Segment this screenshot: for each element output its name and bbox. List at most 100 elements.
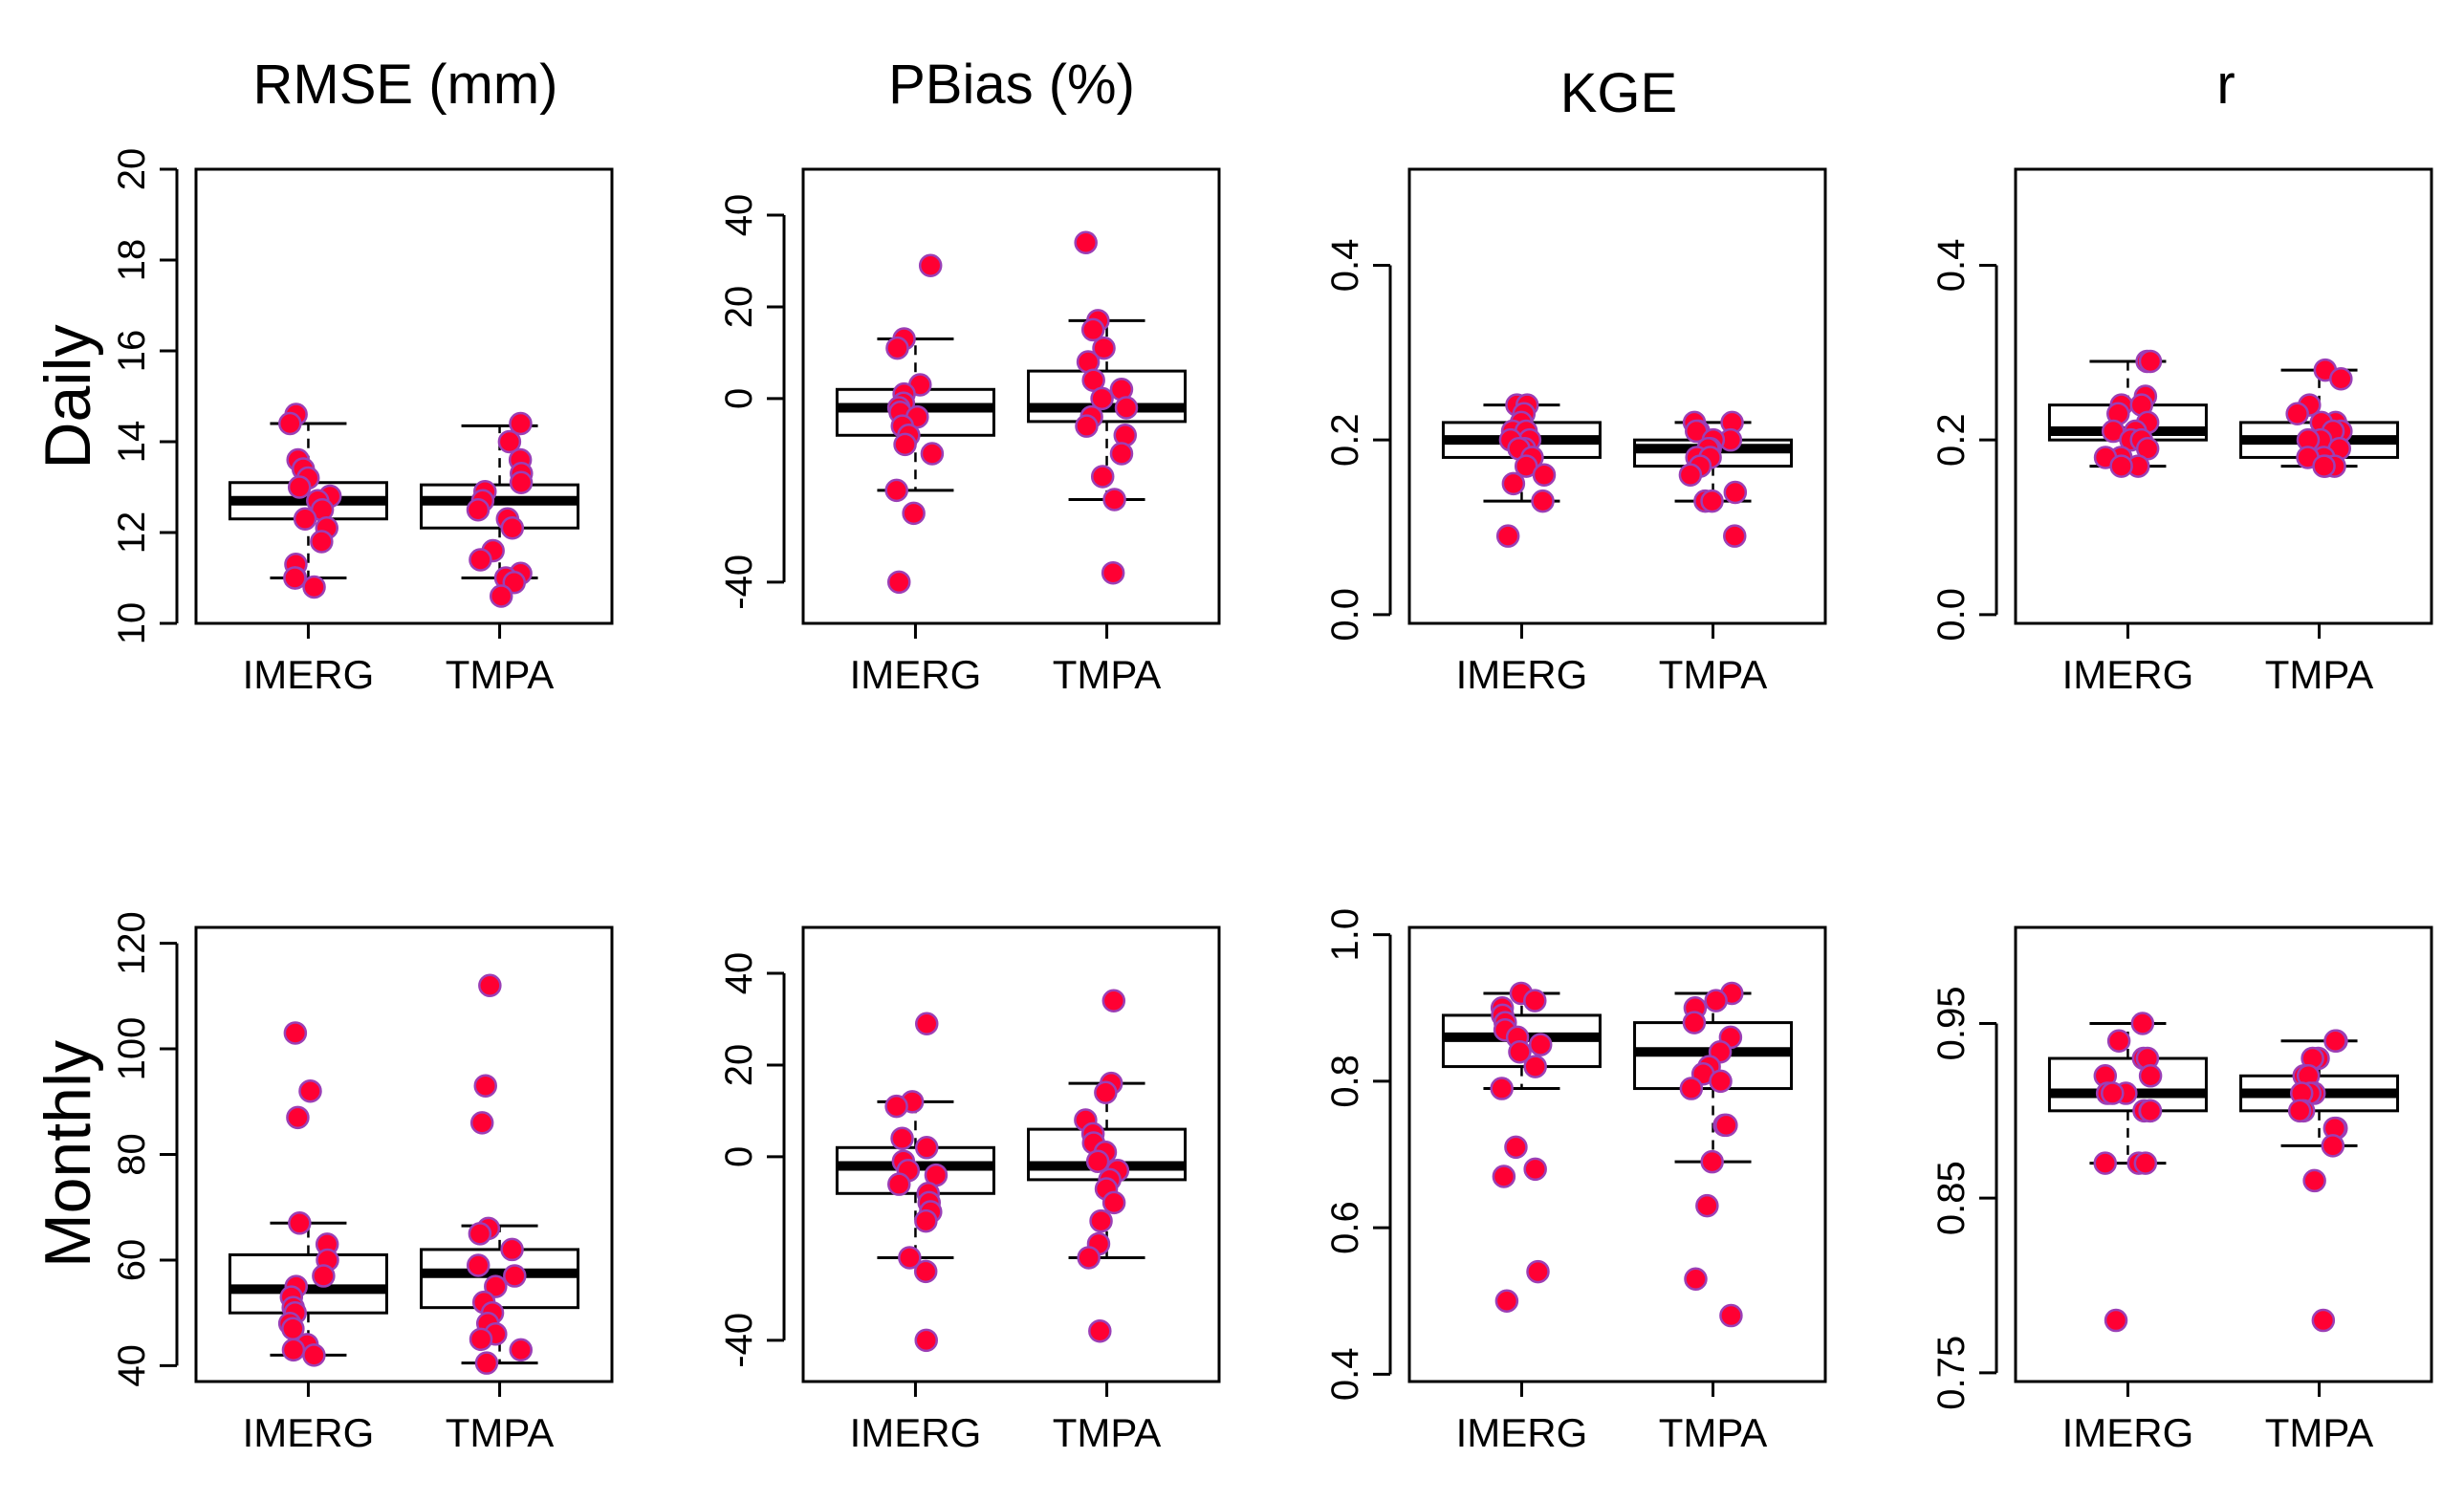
data-point [1700, 1149, 1724, 1174]
data-point [2323, 1029, 2347, 1053]
data-point [509, 470, 534, 494]
data-point [885, 336, 909, 360]
panel-monthly-pbias: -40 0 20 40 IMERG TMPA [718, 925, 1221, 1455]
data-point [278, 411, 302, 436]
x-tick-label-imerg: IMERG [850, 652, 982, 697]
data-point [1092, 336, 1116, 360]
y-tick-label: 0.2 [1930, 413, 1973, 467]
points-imerg [277, 1021, 339, 1367]
data-point [484, 1274, 508, 1298]
data-point [2093, 1151, 2117, 1175]
data-point [1495, 524, 1520, 548]
y-tick-label: 20 [718, 1044, 760, 1087]
y-tick-label: 0.0 [1324, 588, 1366, 642]
data-point [2104, 1308, 2128, 1333]
data-point [500, 1237, 524, 1262]
data-point [902, 501, 926, 526]
x-tick-label-tmpa: TMPA [446, 652, 555, 697]
data-point [1682, 1011, 1707, 1034]
data-point [2106, 1029, 2131, 1053]
data-point [1504, 1135, 1528, 1160]
y-tick-label: 0 [718, 1146, 760, 1167]
data-point [468, 1222, 492, 1246]
data-point [2138, 1099, 2163, 1123]
data-point [509, 1338, 533, 1362]
data-point [1088, 1318, 1112, 1343]
data-point [887, 1172, 911, 1196]
points-tmpa [466, 411, 534, 608]
data-point [1714, 1113, 1738, 1138]
data-point [1709, 1069, 1733, 1094]
data-point [503, 1264, 527, 1288]
data-point [2287, 1099, 2312, 1123]
data-point [2130, 1012, 2155, 1035]
x-tick-label-tmpa: TMPA [1659, 652, 1768, 697]
data-point [1075, 414, 1099, 438]
data-point [1085, 1149, 1110, 1173]
x-tick-label-imerg: IMERG [2062, 1410, 2194, 1455]
y-tick-label: 16 [111, 330, 153, 373]
data-point [283, 566, 307, 590]
data-point [1704, 989, 1728, 1012]
points-imerg [2093, 349, 2163, 478]
panel-daily-rmse-mm: 10 12 14 16 18 20 IMERG TMPA [111, 148, 614, 697]
y-tick-label: 0 [718, 388, 760, 409]
points-tmpa [2287, 1029, 2348, 1333]
data-point [1723, 524, 1747, 548]
panel-monthly-r: 0.75 0.85 0.95 IMERG TMPA [1930, 925, 2433, 1455]
data-point [1719, 1303, 1743, 1328]
data-point [2285, 402, 2309, 426]
data-point [920, 442, 945, 466]
data-point [286, 1105, 310, 1130]
data-point [2109, 454, 2133, 478]
points-tmpa [1678, 410, 1748, 548]
x-tick-label-tmpa: TMPA [446, 1410, 555, 1455]
data-point [1080, 317, 1105, 342]
data-point [2302, 1168, 2326, 1193]
points-imerg [884, 253, 945, 595]
row-label-daily: Daily [32, 324, 104, 468]
y-tick-label: 0.75 [1930, 1336, 1973, 1410]
data-point [2138, 349, 2163, 374]
points-imerg [278, 403, 342, 599]
plot-frame [194, 925, 614, 1383]
data-point [293, 507, 317, 531]
y-tick-label: 12 [111, 512, 153, 555]
points-tmpa [1679, 981, 1744, 1328]
data-point [1526, 1259, 1550, 1284]
y-tick-label: 0.4 [1324, 1348, 1366, 1402]
data-point [886, 570, 911, 595]
data-point [2138, 1064, 2163, 1088]
data-point [1723, 480, 1748, 505]
data-point [1109, 442, 1134, 466]
panel-daily-pbias: -40 0 20 40 IMERG TMPA [718, 167, 1221, 697]
x-tick-label-tmpa: TMPA [1659, 1410, 1768, 1455]
data-point [474, 1351, 499, 1375]
y-tick-label: 14 [111, 421, 153, 464]
data-point [2133, 1151, 2158, 1175]
y-tick-label: 100 [111, 1017, 153, 1081]
data-point [2321, 1134, 2345, 1158]
data-point [469, 1111, 494, 1135]
col-title-pbias: PBias (%) [888, 54, 1135, 116]
data-point [298, 1078, 322, 1103]
points-imerg [884, 1012, 949, 1353]
y-tick-label: 0.85 [1930, 1161, 1973, 1235]
data-point [1494, 1289, 1519, 1313]
data-point [302, 575, 326, 599]
data-point [473, 1074, 497, 1098]
data-point [1094, 1080, 1118, 1104]
data-point [302, 1343, 326, 1367]
y-tick-label: 18 [111, 239, 153, 282]
data-point [1523, 989, 1547, 1012]
x-tick-label-imerg: IMERG [243, 1410, 375, 1455]
data-point [2329, 366, 2353, 391]
y-tick-label: 0.6 [1324, 1201, 1366, 1254]
data-point [312, 1264, 336, 1288]
data-point [466, 1253, 491, 1277]
data-point [1492, 1165, 1516, 1188]
plot-frame [2014, 167, 2433, 625]
y-tick-label: 0.2 [1324, 413, 1366, 467]
data-point [884, 1094, 908, 1119]
